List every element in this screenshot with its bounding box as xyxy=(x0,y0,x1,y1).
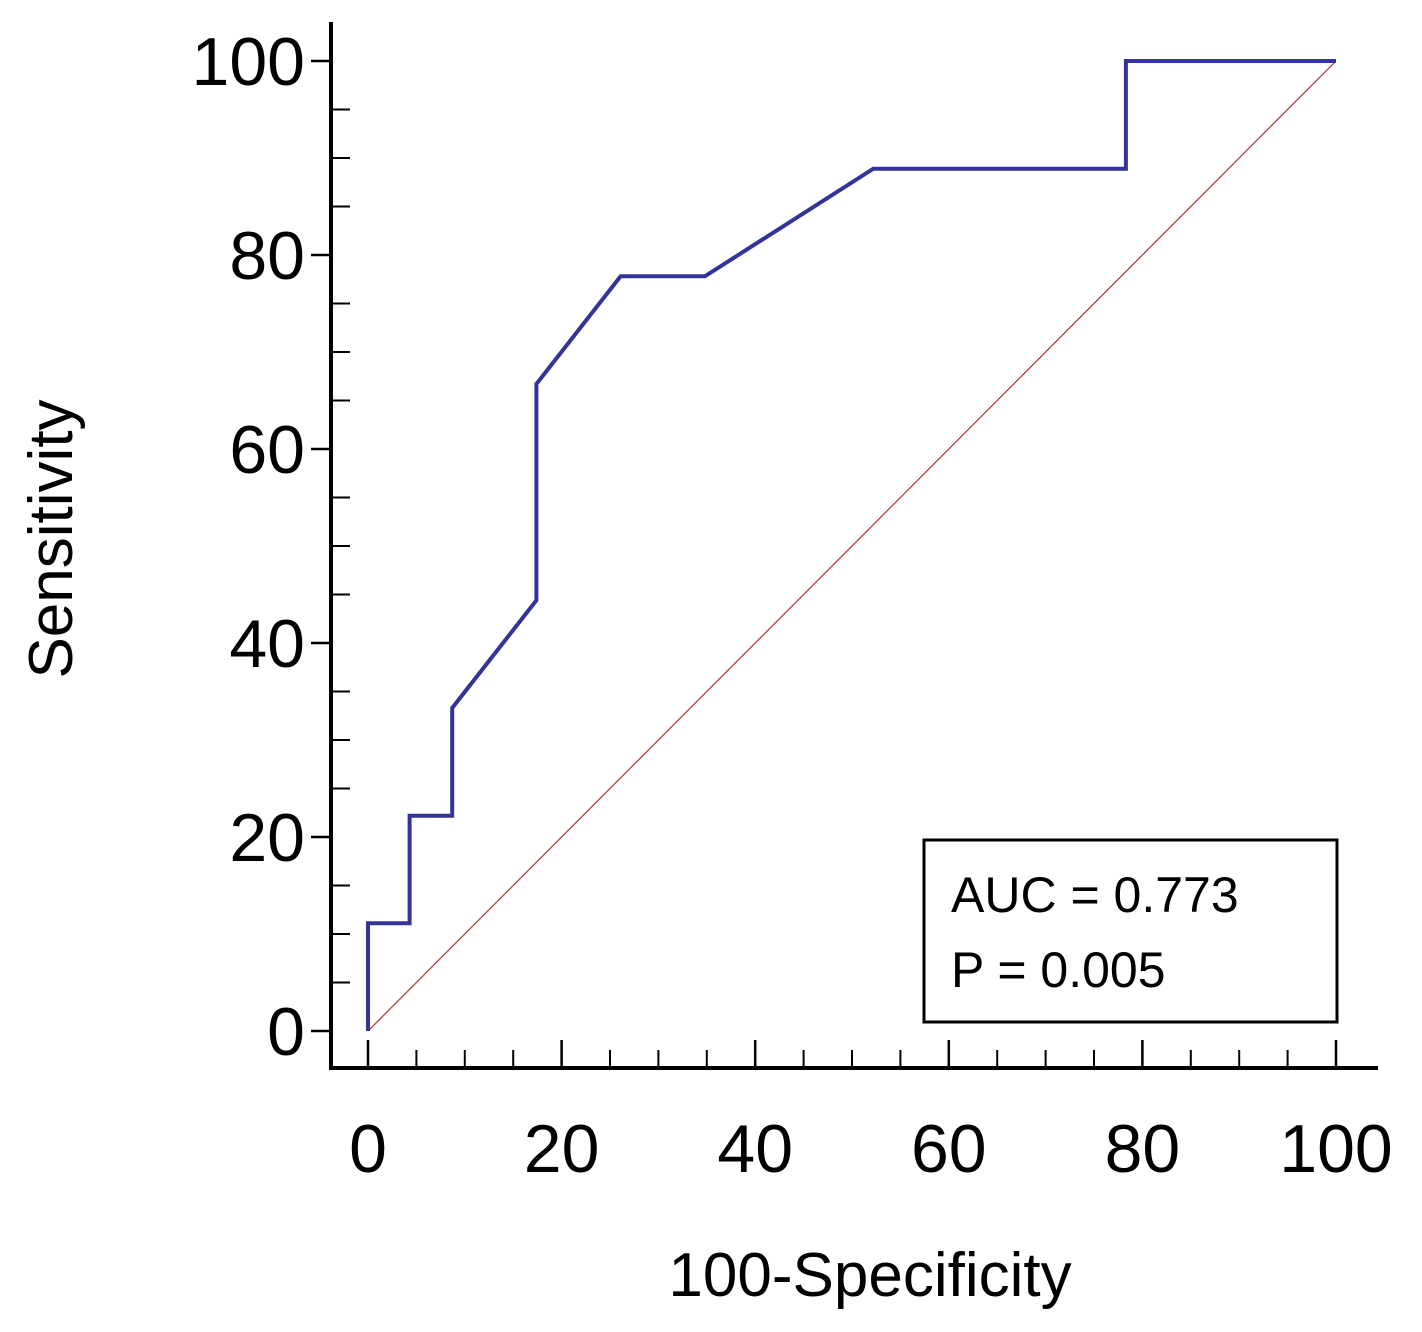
y-minor-ticks xyxy=(331,108,350,984)
y-tick-label: 100 xyxy=(192,24,305,100)
y-axis-title: Sensitivity xyxy=(17,399,86,678)
legend-box: AUC = 0.773 P = 0.005 xyxy=(922,838,1339,1024)
y-tick-labels: 0 20 40 60 80 100 xyxy=(192,24,305,1070)
legend-frame xyxy=(922,838,1339,1024)
x-tick-labels: 0 20 40 60 80 100 xyxy=(349,1111,1393,1187)
x-axis-title: 100-Specificity xyxy=(668,1241,1071,1310)
roc-curve-line xyxy=(366,59,1336,1031)
x-tick-label: 100 xyxy=(1279,1111,1392,1187)
y-tick-label: 20 xyxy=(229,800,305,876)
x-minor-ticks xyxy=(415,1050,1289,1068)
x-tick-label: 80 xyxy=(1105,1111,1181,1187)
y-axis-ticks xyxy=(311,59,331,1033)
x-tick-label: 0 xyxy=(349,1111,387,1187)
x-tick-label: 60 xyxy=(911,1111,987,1187)
y-tick-label: 80 xyxy=(229,218,305,294)
reference-diagonal-line xyxy=(367,60,1337,1032)
auc-annotation: AUC = 0.773 xyxy=(951,867,1239,923)
x-axis-ticks xyxy=(366,1040,1338,1068)
y-tick-label: 60 xyxy=(229,412,305,488)
y-tick-label: 40 xyxy=(229,606,305,682)
p-value-annotation: P = 0.005 xyxy=(951,942,1166,998)
y-tick-label: 0 xyxy=(267,994,305,1070)
x-tick-label: 20 xyxy=(524,1111,600,1187)
x-tick-label: 40 xyxy=(717,1111,793,1187)
